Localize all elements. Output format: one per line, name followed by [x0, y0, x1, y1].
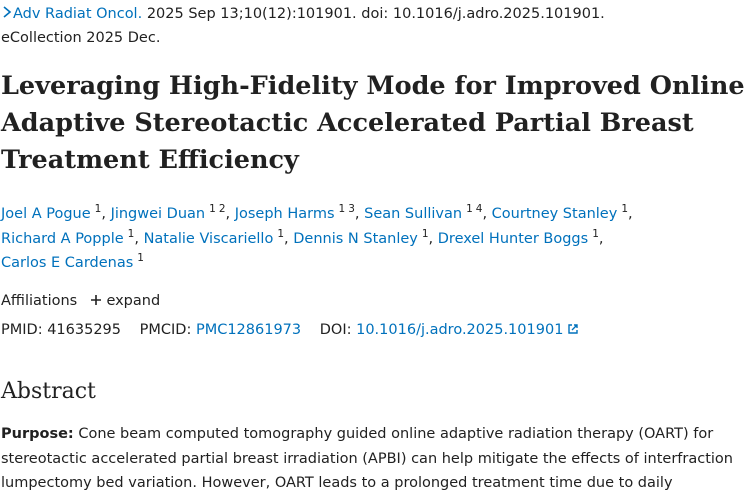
- article-title: Leveraging High-Fidelity Mode for Improv…: [1, 68, 745, 179]
- affiliations-label: Affiliations: [1, 293, 78, 309]
- author-name[interactable]: Joel A Pogue: [1, 206, 91, 222]
- affiliation-number[interactable]: 1: [209, 203, 216, 215]
- affiliation-number[interactable]: 1: [338, 203, 346, 215]
- author-line: Richard A Popple 1, Natalie Viscariello 1,…: [1, 227, 633, 252]
- affiliation-number[interactable]: 1: [94, 203, 102, 215]
- affiliation-number[interactable]: 3: [348, 203, 355, 215]
- pmid-label: PMID:: [1, 322, 43, 338]
- abstract-line: lumpectomy bed variation. However, OART …: [1, 471, 733, 496]
- author-name[interactable]: Carlos E Cardenas: [1, 255, 134, 271]
- authors: Joel A Pogue 1, Jingwei Duan 1 2, Joseph Ha…: [1, 202, 633, 276]
- affiliation-number[interactable]: 1: [621, 203, 628, 215]
- affiliation-number[interactable]: 4: [475, 203, 483, 215]
- abstract-line: stereotactic accelerated partial breast …: [1, 447, 733, 472]
- separator: ,: [628, 206, 633, 222]
- title-line: Adaptive Stereotactic Accelerated Partia…: [1, 108, 694, 138]
- author-name[interactable]: Jingwei Duan: [110, 206, 206, 222]
- doi-label: DOI:: [319, 322, 352, 338]
- separator: ,: [354, 206, 360, 222]
- author-line: Joel A Pogue 1, Jingwei Duan 1 2, Joseph Ha…: [1, 202, 633, 227]
- author-name[interactable]: Joseph Harms: [234, 206, 335, 222]
- separator: ,: [284, 230, 289, 247]
- plus-icon: [90, 295, 101, 305]
- citation-details: 2025 Sep 13;10(12):101901. doi: 10.1016/…: [146, 6, 605, 22]
- chevron-icon: [3, 6, 12, 18]
- abstract-heading: Abstract: [1, 379, 96, 404]
- author-name[interactable]: Courtney Stanley: [491, 206, 618, 222]
- author-name[interactable]: Dennis N Stanley: [293, 230, 418, 247]
- author-name[interactable]: Richard A Popple: [1, 230, 124, 247]
- affiliations-row: Affiliations expand: [1, 291, 160, 311]
- pmcid-label: PMCID:: [139, 322, 192, 338]
- external-link-icon: [568, 324, 579, 334]
- pmcid-link[interactable]: PMC12861973: [195, 322, 302, 338]
- abstract-sentence: lumpectomy bed variation. However, OART …: [1, 475, 673, 491]
- affiliation-number[interactable]: 1: [277, 227, 285, 240]
- affiliation-number[interactable]: 1: [466, 203, 473, 215]
- separator: ,: [101, 206, 106, 222]
- journal-link[interactable]: Adv Radiat Oncol.: [13, 6, 143, 22]
- abstract-sentence: Cone beam computed tomography guided onl…: [78, 426, 714, 442]
- author-name[interactable]: Natalie Viscariello: [143, 230, 274, 247]
- affiliation-number[interactable]: 1: [421, 227, 429, 240]
- citation: Adv Radiat Oncol. 2025 Sep 13;10(12):101…: [1, 4, 605, 24]
- abstract-sentence: stereotactic accelerated partial breast …: [1, 450, 733, 467]
- abstract-line: Purpose: Cone beam computed tomography g…: [1, 422, 733, 447]
- affiliation-number[interactable]: 1: [592, 227, 599, 240]
- separator: ,: [482, 206, 488, 222]
- abstract-text: Purpose: Cone beam computed tomography g…: [1, 422, 733, 496]
- doi-link[interactable]: 10.1016/j.adro.2025.101901: [356, 322, 564, 338]
- author-line: Carlos E Cardenas 1: [1, 251, 633, 276]
- ecollection: eCollection 2025 Dec.: [1, 30, 161, 46]
- expand-toggle[interactable]: expand: [90, 293, 160, 309]
- separator: ,: [225, 206, 231, 222]
- separator: ,: [428, 230, 434, 247]
- separator: ,: [598, 230, 604, 247]
- separator: ,: [134, 230, 139, 247]
- author-name[interactable]: Sean Sullivan: [364, 206, 463, 222]
- affiliation-number[interactable]: 1: [137, 252, 144, 264]
- abstract-label: Purpose:: [1, 426, 74, 442]
- pmid: 41635295: [47, 322, 122, 338]
- identifiers: PMID: 41635295 PMCID: PMC12861973 DOI: 1…: [1, 320, 580, 340]
- affiliation-number[interactable]: 2: [218, 203, 226, 215]
- title-line: Leveraging High-Fidelity Mode for Improv…: [1, 71, 745, 101]
- author-name[interactable]: Drexel Hunter Boggs: [437, 230, 589, 247]
- affiliation-number[interactable]: 1: [127, 227, 135, 240]
- expand-label[interactable]: expand: [106, 293, 161, 309]
- title-line: Treatment Efficiency: [1, 145, 299, 175]
